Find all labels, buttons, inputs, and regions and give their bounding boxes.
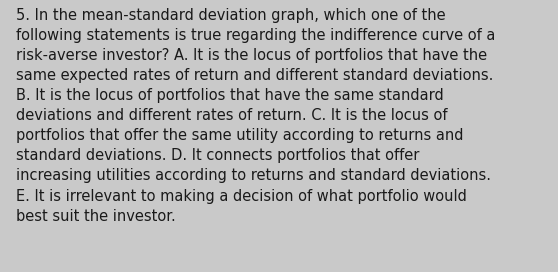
Text: 5. In the mean-standard deviation graph, which one of the
following statements i: 5. In the mean-standard deviation graph,… <box>16 8 495 224</box>
